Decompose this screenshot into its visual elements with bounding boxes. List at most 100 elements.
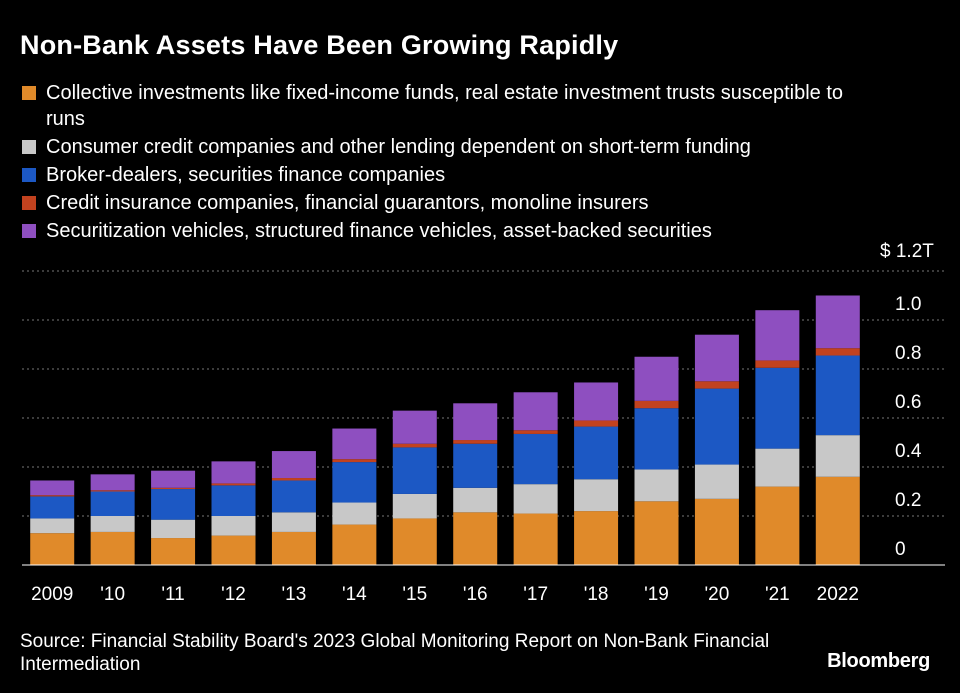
bar-segment — [30, 518, 75, 534]
source-note: Source: Financial Stability Board's 2023… — [20, 631, 770, 675]
x-tick-label: '20 — [705, 584, 730, 605]
bar-segment — [90, 531, 135, 565]
x-tick-label: '16 — [463, 584, 488, 605]
bar-segment — [513, 430, 558, 434]
bar-segment — [513, 392, 558, 431]
x-tick-label: '12 — [221, 584, 246, 605]
legend-swatch — [22, 140, 36, 154]
legend-swatch — [22, 86, 36, 100]
legend-swatch — [22, 196, 36, 210]
y-tick-label: 0 — [895, 539, 906, 560]
legend-label: Broker-dealers, securities finance compa… — [46, 164, 446, 186]
bar-segment — [90, 491, 135, 516]
legend-label: Consumer credit companies and other lend… — [46, 136, 751, 158]
x-tick-label: '13 — [282, 584, 307, 605]
bar-segment — [694, 334, 739, 382]
legend-item-collective-investments: Collective investments like fixed-income… — [20, 80, 850, 132]
bar-segment — [755, 310, 800, 361]
bar-segment — [271, 451, 316, 479]
y-tick-label: $ 1.2T — [880, 241, 934, 262]
bar-segment — [755, 486, 800, 565]
bar-segment — [574, 426, 619, 480]
legend-item-consumer-credit: Consumer credit companies and other lend… — [20, 134, 850, 160]
bar-segment — [90, 516, 135, 532]
bar-segment — [332, 462, 377, 503]
y-tick-label: 0.6 — [895, 392, 921, 413]
bar-segment — [694, 498, 739, 565]
y-tick-label: 1.0 — [895, 294, 921, 315]
y-tick-label: 0.4 — [895, 441, 922, 462]
bar-segment — [271, 531, 316, 565]
bar-segment — [453, 443, 498, 488]
chart-title: Non-Bank Assets Have Been Growing Rapidl… — [20, 30, 619, 60]
bar-segment — [392, 447, 437, 494]
x-tick-label: '10 — [100, 584, 125, 605]
bar-segment — [453, 487, 498, 513]
bar-segment — [453, 403, 498, 441]
bar-segment — [634, 356, 679, 401]
bar-segment — [332, 524, 377, 565]
bar-segment — [271, 478, 316, 481]
bar-segment — [30, 480, 75, 496]
bar-segment — [513, 484, 558, 514]
bar-segment — [815, 355, 860, 436]
bar-segment — [634, 400, 679, 409]
bar-segment — [151, 487, 196, 490]
legend-item-credit-insurance: Credit insurance companies, financial gu… — [20, 190, 850, 216]
bar-segment — [453, 440, 498, 444]
legend-label: Securitization vehicles, structured fina… — [46, 220, 712, 242]
bar-segment — [513, 433, 558, 485]
bar-segment — [634, 408, 679, 470]
bar-segment — [271, 512, 316, 532]
bar-segment — [30, 495, 75, 497]
bar-segment — [815, 295, 860, 349]
legend-swatch — [22, 224, 36, 238]
x-tick-label: '21 — [765, 584, 790, 605]
bar-segment — [574, 382, 619, 421]
bar-segment — [90, 474, 135, 491]
bar-segment — [392, 493, 437, 519]
bar-segment — [151, 489, 196, 520]
bar-segment — [211, 516, 256, 536]
bar-segment — [755, 360, 800, 368]
legend-item-broker-dealers: Broker-dealers, securities finance compa… — [20, 162, 850, 188]
bar-segment — [392, 518, 437, 565]
bloomberg-logo: Bloomberg — [827, 650, 930, 672]
bar-segment — [211, 485, 256, 516]
bar-segment — [574, 479, 619, 512]
legend-swatch — [22, 168, 36, 182]
x-tick-label: '14 — [342, 584, 367, 605]
bar-segment — [30, 533, 75, 565]
bar-segment — [332, 502, 377, 525]
x-tick-label: '15 — [402, 584, 427, 605]
bar-segment — [151, 470, 196, 488]
x-tick-label: '17 — [523, 584, 548, 605]
bar-segment — [332, 459, 377, 463]
bar-segment — [151, 519, 196, 539]
bar-segment — [634, 469, 679, 502]
legend-label: Credit insurance companies, financial gu… — [46, 192, 649, 214]
y-tick-label: 0.8 — [895, 343, 921, 364]
x-tick-label: 2022 — [817, 584, 859, 605]
bar-segment — [30, 496, 75, 519]
bar-segment — [574, 420, 619, 427]
bar-segment — [151, 538, 196, 565]
legend: Collective investments like fixed-income… — [20, 80, 850, 246]
bar-segment — [694, 388, 739, 465]
legend-item-securitization: Securitization vehicles, structured fina… — [20, 218, 850, 244]
bar-segment — [392, 410, 437, 444]
bar-segment — [815, 476, 860, 565]
bar-segment — [211, 535, 256, 565]
bar-segment — [392, 443, 437, 448]
bar-segment — [332, 428, 377, 460]
bar-segment — [453, 512, 498, 565]
bar-segment — [755, 367, 800, 449]
bar-segment — [90, 490, 135, 492]
x-tick-label: '11 — [161, 584, 184, 605]
y-tick-label: 0.2 — [895, 490, 921, 511]
bar-segment — [815, 348, 860, 356]
bar-segment — [694, 381, 739, 389]
bar-segment — [513, 513, 558, 565]
bar-segment — [211, 483, 256, 486]
